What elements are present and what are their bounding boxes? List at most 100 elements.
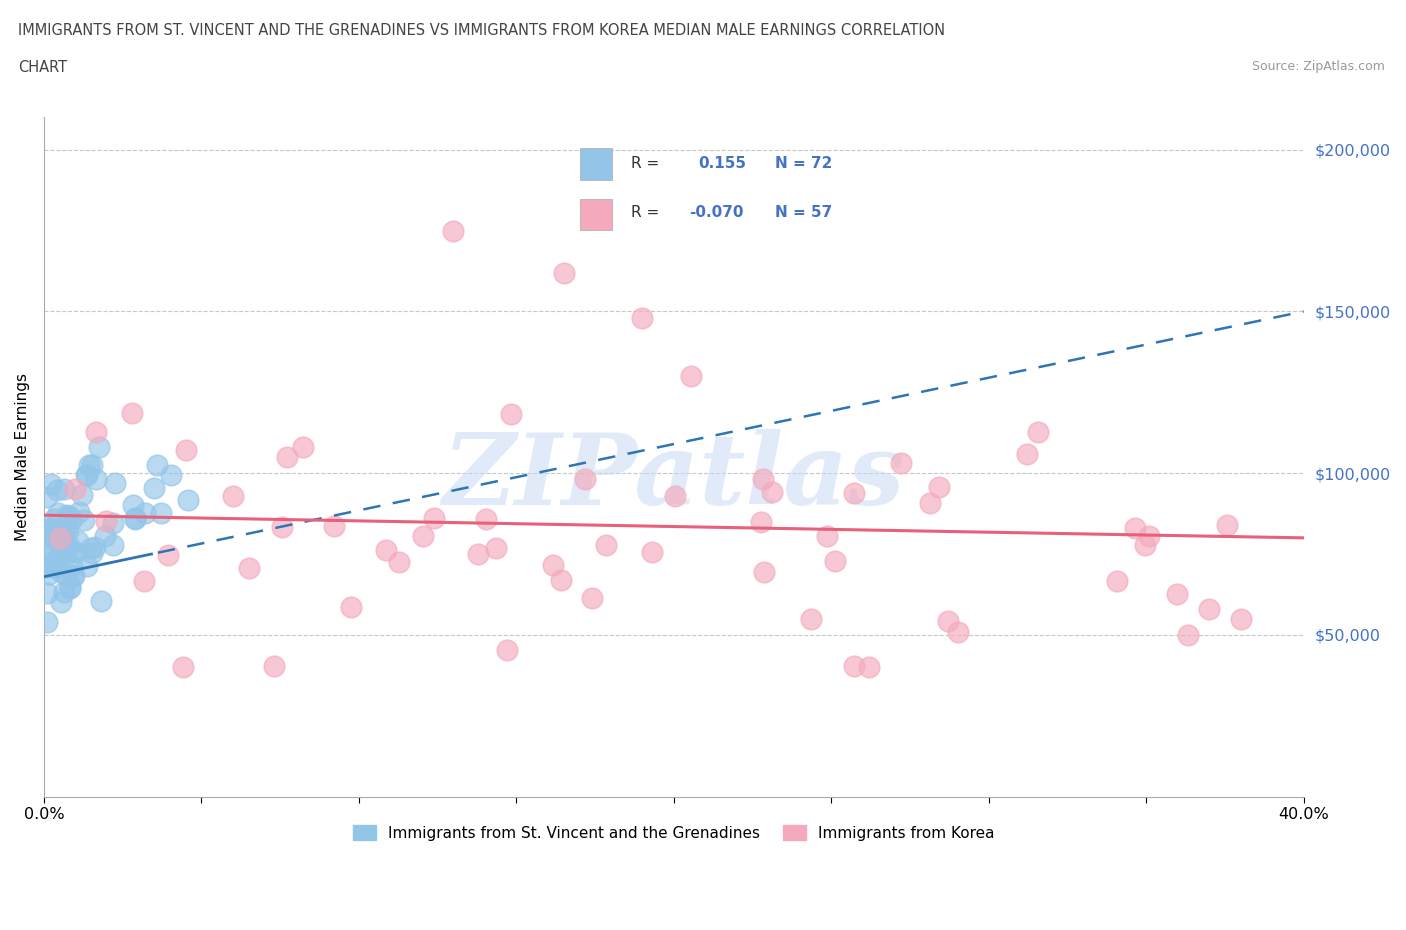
Point [177,493,200,508]
Point [920,496,942,511]
Point [62,567,84,582]
Point [42,525,65,540]
Point [101,516,124,531]
Point [749,514,772,529]
Point [1137,528,1160,543]
Point [76,559,98,574]
Y-axis label: Median Male Earnings: Median Male Earnings [15,373,30,541]
Point [37,544,59,559]
Point [53,548,76,563]
Point [35,586,58,601]
Legend: Immigrants from St. Vincent and the Grenadines, Immigrants from Korea: Immigrants from St. Vincent and the Gren… [347,818,1001,847]
Point [124,511,146,525]
Point [42,512,65,526]
Point [94,528,117,543]
Text: Source: ZipAtlas.com: Source: ZipAtlas.com [1251,60,1385,73]
Text: ZIPatlas: ZIPatlas [443,429,905,525]
Point [59,580,82,595]
Point [45,559,67,574]
Point [63,568,86,583]
Point [60,558,83,573]
Point [495,643,517,658]
Point [238,561,260,576]
Point [41,476,63,491]
Point [132,574,155,589]
Point [45,482,67,497]
Point [38,567,60,582]
Point [59,580,82,595]
Point [124,512,146,526]
Point [67,505,90,520]
Point [423,511,446,525]
Point [1107,574,1129,589]
Point [73,512,96,527]
Point [550,573,572,588]
Point [96,514,118,529]
Point [103,538,125,552]
Point [82,458,104,472]
Point [172,659,194,674]
Point [858,659,880,674]
Point [276,449,298,464]
Point [761,485,783,499]
Point [121,405,143,420]
Point [49,565,72,579]
Point [42,529,65,544]
Point [90,593,112,608]
Point [70,487,93,502]
Point [35,521,58,536]
Point [553,265,575,280]
Point [1015,446,1038,461]
Point [66,533,89,548]
Point [60,545,83,560]
Point [53,525,76,539]
Point [174,443,197,458]
Point [150,506,173,521]
Point [1198,602,1220,617]
Point [65,482,87,497]
Point [375,542,398,557]
Point [543,557,565,572]
Point [51,538,73,553]
Point [1133,538,1156,552]
Point [681,368,703,383]
Point [86,472,108,486]
Point [84,540,107,555]
Point [35,560,58,575]
Text: IMMIGRANTS FROM ST. VINCENT AND THE GRENADINES VS IMMIGRANTS FROM KOREA MEDIAN M: IMMIGRANTS FROM ST. VINCENT AND THE GREN… [18,23,945,38]
Point [948,624,970,639]
Point [263,658,285,673]
Point [842,485,865,500]
Point [928,479,950,494]
Point [142,480,165,495]
Point [41,521,63,536]
Point [641,544,664,559]
Point [76,468,98,483]
Point [35,538,58,552]
Point [581,591,603,605]
Point [157,548,180,563]
Point [84,424,107,439]
Point [77,458,100,472]
Point [46,506,69,521]
Point [122,498,145,512]
Point [441,223,464,238]
Point [35,489,58,504]
Point [53,585,76,600]
Point [388,555,411,570]
Point [222,488,245,503]
Point [270,520,292,535]
Point [474,512,496,526]
Point [49,525,72,539]
Point [89,440,111,455]
Point [501,406,523,421]
Point [631,311,654,325]
Point [79,541,101,556]
Point [104,475,127,490]
Point [35,614,58,629]
Point [817,528,839,543]
Point [323,519,346,534]
Point [56,517,79,532]
Point [56,510,79,525]
Point [48,530,70,545]
